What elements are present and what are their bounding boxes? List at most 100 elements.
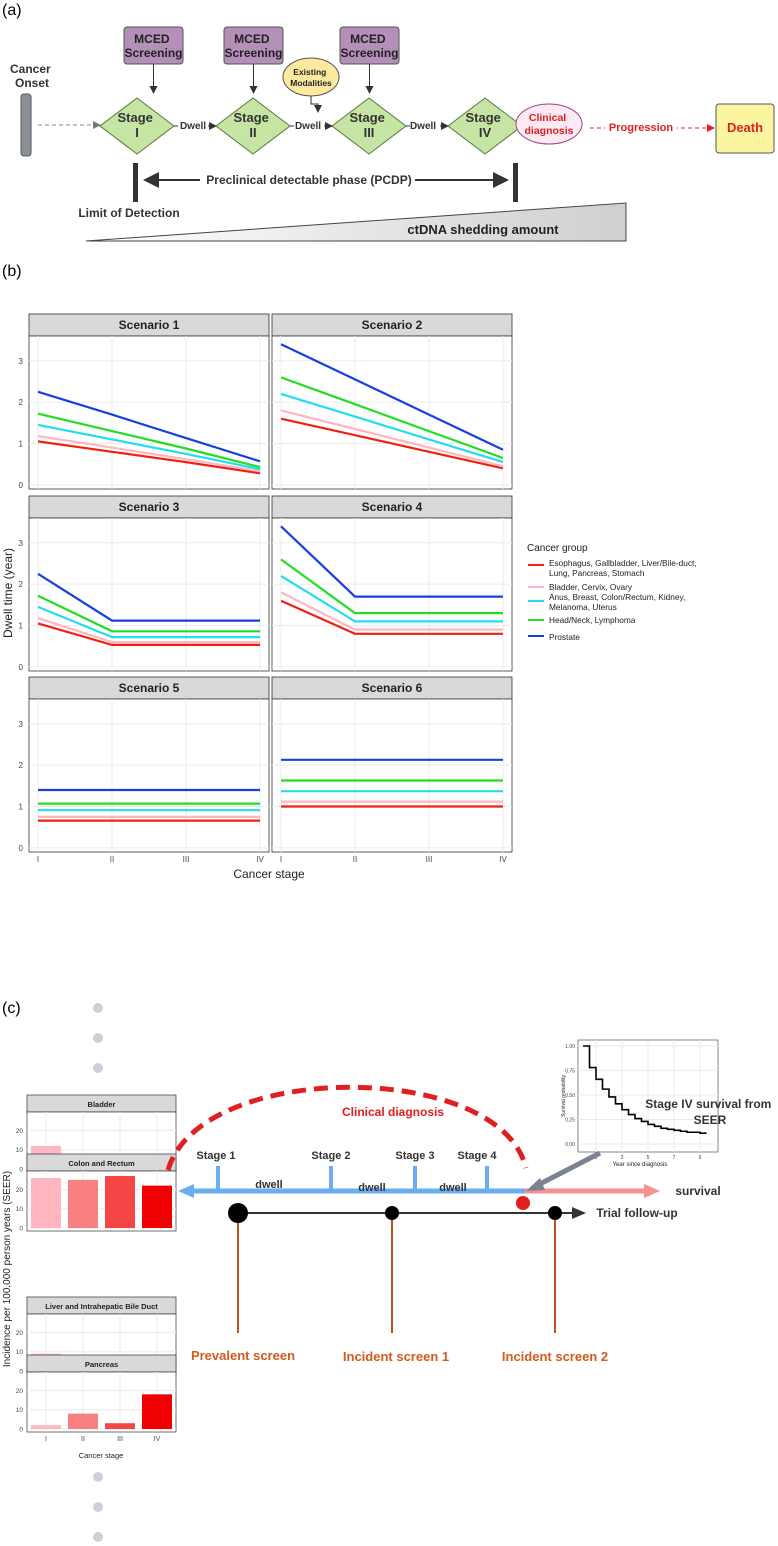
svg-text:Head/Neck, Lymphoma: Head/Neck, Lymphoma (549, 615, 636, 625)
y-tick-label: 0.25 (565, 1118, 575, 1124)
survival-inset: 0.00 0.25 0.50 0.75 1.00 1 3 5 7 9 Year since diag… (561, 1039, 719, 1168)
mced-screening-box: MCED Screening (223, 26, 284, 94)
y-tick-label: 1 (19, 803, 24, 812)
panel-b-label: (b) (2, 263, 22, 280)
y-tick-label: 0 (19, 844, 24, 853)
scenario-panels: Scenario 1 0 1 2 3 Scenario 2 Scenario 3 0 1 2 3 Sc… (19, 313, 513, 864)
bar (142, 1394, 172, 1429)
series-line (280, 558, 503, 615)
y-tick-label: 2 (19, 398, 24, 407)
svg-text:Bladder, Cervix, Ovary: Bladder, Cervix, Ovary (549, 582, 633, 592)
series-line (37, 390, 261, 463)
plot-area (271, 335, 513, 490)
y-tick-label: 2 (19, 580, 24, 589)
screening-line2: Screening (124, 46, 182, 60)
cancer-stage-axis-label: Cancer stage (233, 867, 305, 881)
panel-b: (b) Dwell time (year) Cancer stage Scena… (1, 263, 699, 881)
series-line (280, 417, 504, 470)
timeline-stage-3: Stage 3 (395, 1150, 434, 1162)
cancer-onset-line1: Cancer (10, 62, 51, 76)
trial-followup-arrowhead (572, 1207, 586, 1219)
panel-a-label: (a) (2, 2, 22, 19)
stage-diamond-1: Stage I (99, 97, 175, 155)
incidence-bar-charts: Bladder 0 10 20 Colon and Rectum 0 10 20 Liver a… (16, 1094, 177, 1443)
bar (142, 1185, 172, 1228)
series-line (37, 423, 261, 471)
y-tick-label: 10 (16, 1147, 24, 1154)
survival-arrowhead (644, 1184, 660, 1198)
stage-timeline-head (178, 1184, 194, 1198)
clinical-diagnosis-label: Clinical diagnosis (342, 1105, 444, 1119)
screen-dot-incident-2 (548, 1206, 562, 1220)
stage-diamond-3: Stage III (331, 97, 407, 155)
facet-title: Liver and Intrahepatic Bile Duct (45, 1302, 158, 1311)
y-tick-label: 20 (16, 1330, 24, 1337)
svg-text:MCED Screening: MCED Screening (340, 32, 398, 60)
lod-marker-right (513, 163, 518, 202)
x-tick-label: III (117, 1436, 123, 1443)
ctdna-wedge (85, 202, 627, 242)
stage-ticks (216, 1166, 489, 1191)
svg-text:Stage III: Stage III (349, 110, 388, 140)
y-tick-label: 1 (19, 440, 24, 449)
x-tick-label: 9 (699, 1155, 702, 1161)
y-tick-label: 0.75 (565, 1069, 575, 1075)
inset-pointer-arrowhead (526, 1178, 545, 1191)
y-tick-label: 20 (16, 1128, 24, 1135)
x-tick-label: 7 (673, 1155, 676, 1161)
y-tick-label: 0 (19, 663, 24, 672)
clinical-diagnosis-arc (165, 1084, 529, 1171)
legend-entry: Prostate (528, 632, 580, 642)
bar (31, 1425, 61, 1429)
legend-entry: Bladder, Cervix, Ovary (528, 582, 633, 592)
screening-line1: MCED (234, 32, 270, 46)
pcdp-label: Preclinical detectable phase (PCDP) (206, 173, 411, 187)
dwell-label: dwell (255, 1179, 283, 1191)
bar (68, 1179, 98, 1228)
plot-area (271, 517, 513, 672)
dwell-arrows: Dwell Dwell Dwell (174, 119, 449, 132)
bar (105, 1423, 135, 1429)
dwell-label: Dwell (180, 121, 206, 132)
y-tick-label: 10 (16, 1407, 24, 1414)
series-line (37, 605, 260, 639)
x-axis-label: Year since diagnosis (613, 1162, 668, 1168)
series-line (280, 343, 504, 451)
screening-line2: Screening (224, 46, 282, 60)
dwell-label: dwell (358, 1182, 386, 1194)
cancer-onset-line2: Onset (15, 76, 49, 90)
bar (31, 1177, 61, 1228)
progression-label: Progression (609, 122, 673, 134)
ellipsis-dots (93, 1003, 103, 1542)
x-tick-label: IV (256, 855, 264, 864)
svg-text:Clinical diagnosis: Clinical diagnosis (524, 112, 573, 137)
survival-curve (583, 1045, 707, 1135)
series-line (37, 412, 261, 469)
screening-line1: MCED (134, 32, 170, 46)
series-line (280, 574, 503, 623)
legend-entry: Esophagus, Gallbladder, Liver/Bile-duct,… (528, 558, 699, 578)
x-tick-label: I (45, 1436, 47, 1443)
y-tick-label: 0 (19, 1226, 23, 1233)
death-box (715, 103, 775, 154)
facet-title: Colon and Rectum (68, 1159, 135, 1168)
series-line (280, 599, 503, 635)
y-tick-label: 1 (19, 622, 24, 631)
facet-title: Bladder (88, 1100, 116, 1109)
x-tick-label: I (37, 855, 39, 864)
series-line (37, 440, 261, 475)
svg-text:MCED Screening: MCED Screening (224, 32, 282, 60)
svg-text:Stage IV: Stage IV (465, 110, 504, 140)
y-tick-label: 2 (19, 761, 24, 770)
svg-text:Prostate: Prostate (549, 632, 580, 642)
dwell-label: Dwell (295, 121, 321, 132)
x-tick-label: III (426, 855, 433, 864)
limit-of-detection-label: Limit of Detection (78, 206, 179, 220)
svg-text:Stage II: Stage II (233, 110, 272, 140)
stage-diamond-4: Stage IV (447, 97, 523, 155)
svg-text:Esophagus, Gallbladder, Liver/: Esophagus, Gallbladder, Liver/Bile-duct,… (549, 558, 699, 578)
x-tick-label: II (81, 1436, 85, 1443)
screen-dot-prevalent (228, 1203, 248, 1223)
trial-followup-label: Trial follow-up (596, 1206, 677, 1220)
y-tick-label: 0.50 (565, 1093, 575, 1099)
